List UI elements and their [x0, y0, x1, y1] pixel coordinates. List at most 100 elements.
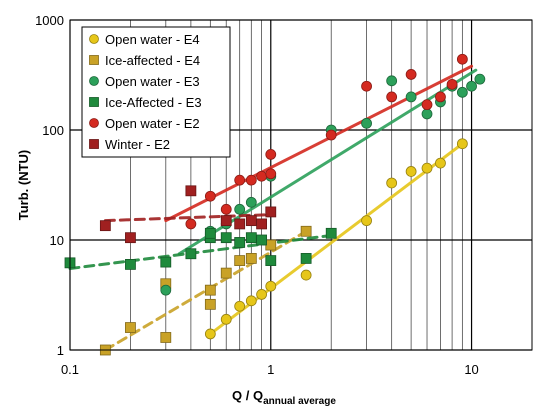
x-axis-title-main: Q / Q [232, 388, 263, 403]
data-point-series-5 [99, 220, 111, 232]
legend-marker-series-5 [89, 139, 99, 149]
data-point-series-4 [386, 91, 398, 103]
data-point-series-3 [204, 227, 216, 239]
data-point-series-2 [160, 284, 172, 296]
data-point-series-2 [245, 196, 257, 208]
data-point-series-0 [220, 313, 232, 325]
legend-label-open-water-e3: Open water - E3 [105, 74, 200, 89]
data-point-series-4 [256, 170, 267, 182]
legend-entry-open-water-e2: Open water - E2 [105, 116, 200, 131]
x-tick-label: 0.1 [61, 362, 79, 377]
data-point-series-4 [405, 69, 417, 80]
data-point-series-2 [466, 80, 477, 92]
data-point-series-2 [234, 203, 246, 215]
legend-label-ice-affected-e4: Ice-affected - E4 [105, 53, 200, 68]
fit-line-series-3 [68, 233, 333, 271]
data-point-series-5 [265, 206, 277, 218]
data-point-series-0 [245, 295, 257, 307]
data-point-series-2 [474, 73, 486, 85]
data-point-series-1 [245, 253, 257, 264]
data-point-series-3 [125, 259, 136, 270]
data-point-series-2 [361, 117, 372, 129]
data-point-series-0 [435, 157, 446, 169]
data-point-series-1 [125, 322, 136, 333]
data-point-series-1 [204, 298, 216, 310]
fit-line-series-5 [103, 213, 273, 223]
x-axis-title-subscript: annual average [263, 396, 336, 407]
legend-label-open-water-e4: Open water - E4 [105, 32, 200, 47]
data-point-series-2 [456, 86, 468, 98]
legend-marker-series-2 [89, 76, 99, 86]
data-point-series-3 [160, 256, 172, 268]
data-points [64, 53, 486, 356]
data-point-series-1 [204, 284, 216, 296]
legend-entry-winter-e2: Winter - E2 [105, 137, 170, 152]
plot-area-border [69, 19, 533, 351]
data-point-series-0 [256, 289, 267, 300]
data-point-series-0 [386, 177, 398, 189]
data-point-series-4 [265, 168, 277, 180]
data-point-series-4 [456, 53, 468, 65]
data-point-series-4 [234, 174, 246, 186]
legend-box [81, 26, 231, 158]
data-point-series-3 [245, 232, 257, 244]
x-tick-label: 1 [267, 362, 274, 377]
fit-line-series-4 [164, 64, 474, 223]
data-point-series-4 [361, 80, 372, 92]
data-point-series-0 [234, 300, 246, 312]
data-point-series-5 [185, 185, 197, 197]
data-point-series-4 [435, 91, 446, 103]
legend-marker-series-0 [89, 34, 99, 44]
y-axis-title: Turb. (NTU) [16, 150, 31, 221]
y-tick-label: 10 [50, 233, 64, 248]
data-point-series-4 [421, 99, 433, 111]
data-point-series-3 [265, 255, 277, 266]
legend-label-ice-affected-e3: Ice-Affected - E3 [105, 95, 202, 110]
data-point-series-0 [265, 280, 277, 292]
data-point-series-4 [185, 218, 197, 230]
legend: Open water - E4 Ice-affected - E4 Open w… [81, 26, 231, 158]
data-point-series-1 [160, 332, 172, 343]
data-point-series-0 [361, 215, 372, 227]
data-point-series-3 [234, 237, 246, 248]
data-point-series-0 [421, 162, 433, 174]
legend-label-winter-e2: Winter - E2 [105, 137, 170, 152]
legend-entry-ice-affected-e4: Ice-affected - E4 [105, 53, 200, 68]
data-point-series-5 [234, 218, 246, 230]
tick-labels: 0.1 1 10 1 10 100 1000 [35, 13, 479, 377]
data-point-series-4 [265, 149, 277, 160]
data-point-series-4 [245, 174, 257, 186]
data-point-series-3 [185, 248, 197, 260]
legend-entry-ice-affected-e3: Ice-Affected - E3 [105, 95, 202, 110]
legend-marker-series-3 [89, 97, 99, 107]
data-point-series-1 [220, 267, 232, 279]
data-point-series-4 [220, 203, 232, 215]
legend-marker-series-1 [89, 55, 99, 65]
legend-entries: Open water - E4 Ice-affected - E4 Open w… [105, 32, 202, 152]
data-point-series-3 [325, 227, 337, 239]
legend-marker-series-4 [89, 118, 99, 128]
data-point-series-0 [456, 138, 468, 150]
x-tick-label: 10 [464, 362, 478, 377]
data-point-series-0 [204, 328, 216, 340]
data-point-series-0 [300, 269, 312, 281]
data-point-series-4 [325, 129, 337, 141]
data-point-series-5 [125, 232, 136, 244]
data-point-series-2 [386, 75, 398, 87]
data-point-series-0 [405, 166, 417, 177]
data-point-series-2 [405, 91, 417, 103]
x-axis-title: Q / Qannual average [232, 388, 336, 407]
data-point-series-2 [421, 108, 433, 120]
legend-entry-open-water-e3: Open water - E3 [105, 74, 200, 89]
data-point-series-5 [220, 215, 232, 227]
data-point-series-4 [204, 190, 216, 202]
data-point-series-4 [446, 78, 458, 90]
data-point-series-1 [265, 239, 277, 251]
data-point-series-5 [245, 215, 257, 227]
legend-entry-open-water-e4: Open water - E4 [105, 32, 200, 47]
data-point-series-1 [234, 255, 246, 266]
data-point-series-5 [256, 218, 267, 230]
data-point-series-1 [300, 225, 312, 237]
legend-label-open-water-e2: Open water - E2 [105, 116, 200, 131]
